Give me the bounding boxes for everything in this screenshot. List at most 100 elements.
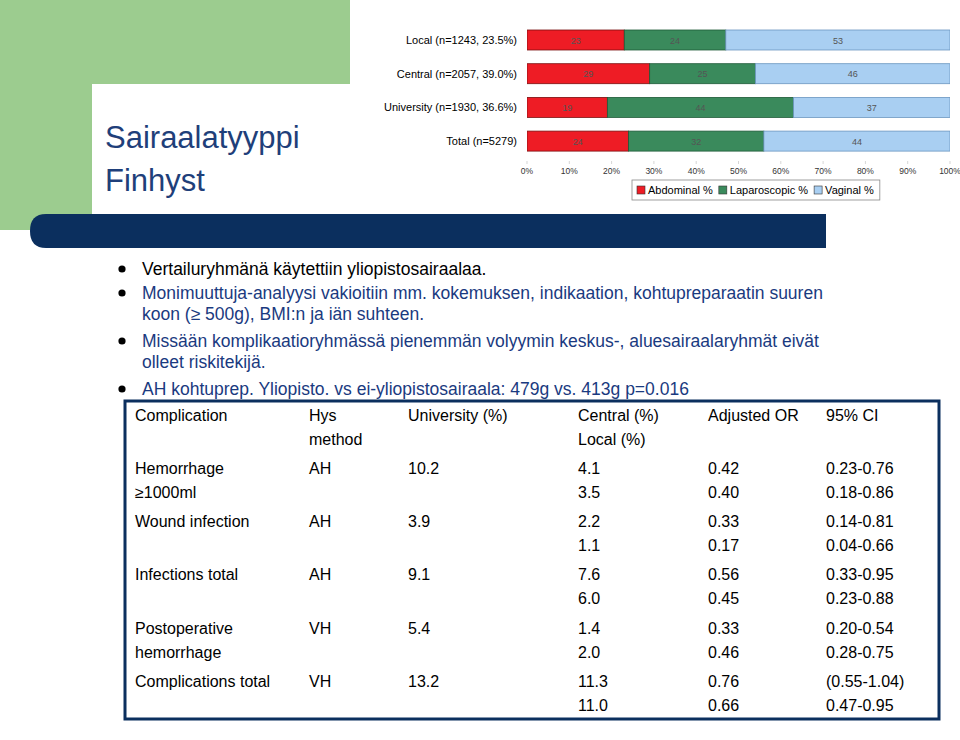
table-cell: 7.6 [578, 566, 600, 583]
table-cell: 0.33-0.95 [826, 566, 894, 583]
navy-bar [30, 214, 826, 248]
table-cell: 0.33 [708, 513, 739, 530]
legend: Abdominal %Laparoscopic %Vaginal % [632, 180, 880, 200]
table-cell: 0.18-0.86 [826, 484, 894, 501]
table-cell: Infections total [135, 566, 238, 583]
bullet-text: Vertailuryhmänä käytettiin yliopistosair… [142, 259, 486, 279]
table-cell: ≥1000ml [135, 484, 196, 501]
table-cell: 11.0 [578, 697, 608, 714]
table-cell: 0.04-0.66 [826, 537, 894, 554]
data-label: 24 [670, 36, 680, 46]
table-cell: 0.47-0.95 [826, 697, 894, 714]
data-label: 29 [583, 69, 593, 79]
bar-segment [755, 64, 950, 84]
data-label: 53 [833, 36, 843, 46]
x-tick-label: 90% [899, 166, 916, 176]
category-label: Total (n=5279) [446, 135, 517, 147]
table-cell: Complications total [135, 673, 270, 690]
table-cell: 0.33 [708, 620, 739, 637]
bullet-text: AH kohtuprep. Yliopisto. vs ei-yliopisto… [142, 379, 689, 399]
data-label: 37 [867, 103, 877, 113]
bullet-text: Missään komplikaatioryhmässä pienemmän v… [142, 331, 819, 351]
x-tick [865, 161, 866, 164]
x-tick [696, 161, 697, 164]
table-cell: 0.14-0.81 [826, 513, 894, 530]
table-cell: Hemorrhage [135, 460, 224, 477]
bar-segment [629, 131, 764, 151]
x-tick [823, 161, 824, 164]
bullet-dot [118, 265, 125, 272]
bar-segment [726, 30, 950, 50]
legend-swatch [814, 186, 822, 194]
data-label: 24 [573, 137, 583, 147]
bar-segment [527, 97, 607, 117]
x-tick-label: 20% [603, 166, 620, 176]
table-cell: 95% CI [826, 407, 878, 424]
table-cell: 0.20-0.54 [826, 620, 894, 637]
table-cell: 1.4 [578, 620, 600, 637]
table-cell: Adjusted OR [708, 407, 799, 424]
bullet-dot [118, 337, 125, 344]
x-tick-label: 80% [857, 166, 874, 176]
x-tick-label: 10% [561, 166, 578, 176]
x-tick-label: 30% [645, 166, 662, 176]
table-cell: Postoperative [135, 620, 233, 637]
bar-segment [793, 97, 950, 117]
x-tick-label: 40% [688, 166, 705, 176]
slide-title: Sairaalatyyppi [105, 120, 300, 155]
table-cell: 0.28-0.75 [826, 644, 894, 661]
data-label: 32 [691, 137, 701, 147]
bar-segment [650, 64, 756, 84]
legend-swatch [637, 186, 645, 194]
bar-segment [527, 64, 650, 84]
table-cell: 0.56 [708, 566, 739, 583]
table-cell: 0.66 [708, 697, 739, 714]
bar-segment [764, 131, 950, 151]
bullet-dot [118, 289, 125, 296]
x-tick [738, 161, 739, 164]
table-cell: Central (%) [578, 407, 659, 424]
legend-swatch [719, 186, 727, 194]
table-cell: 9.1 [408, 566, 430, 583]
x-tick [653, 161, 654, 164]
bar-segment [527, 131, 629, 151]
category-label: Local (n=1243, 23.5%) [406, 34, 517, 46]
legend-label: Laparoscopic % [730, 184, 808, 196]
x-tick [569, 161, 570, 164]
slide-title: Finhyst [105, 163, 205, 198]
table-cell: 0.23-0.88 [826, 590, 894, 607]
table-cell: AH [309, 513, 331, 530]
table-cell: 2.0 [578, 644, 600, 661]
data-label: 19 [562, 103, 572, 113]
table-cell: 0.40 [708, 484, 739, 501]
x-tick [527, 161, 528, 164]
table-cell: 2.2 [578, 513, 600, 530]
table-cell: Complication [135, 407, 227, 424]
data-label: 44 [852, 137, 862, 147]
table-cell: Hys [309, 407, 337, 424]
legend-label: Abdominal % [648, 184, 713, 196]
x-tick-label: 100% [939, 166, 960, 176]
data-label: 44 [695, 103, 705, 113]
x-tick-label: 50% [730, 166, 747, 176]
x-tick [950, 161, 951, 164]
x-tick-label: 0% [521, 166, 534, 176]
table-cell: (0.55-1.04) [826, 673, 904, 690]
table-cell: 0.17 [708, 537, 739, 554]
bar-segment [624, 30, 726, 50]
table-cell: 11.3 [578, 673, 608, 690]
bullet-text: olleet riskitekijä. [142, 352, 266, 372]
table-cell: 10.2 [408, 460, 439, 477]
slide: SairaalatyyppiFinhyst2324532925461944372… [0, 0, 960, 740]
table-cell: hemorrhage [135, 644, 221, 661]
table-cell: VH [309, 673, 331, 690]
table-cell: 6.0 [578, 590, 600, 607]
data-labels: 232453292546194437243244 [562, 36, 877, 147]
bar-segment [527, 30, 624, 50]
table-cell: Local (%) [578, 431, 646, 448]
x-tick [907, 161, 908, 164]
data-label: 25 [698, 69, 708, 79]
table-frame [125, 401, 939, 719]
table-cell: 0.46 [708, 644, 739, 661]
corner [92, 84, 130, 122]
